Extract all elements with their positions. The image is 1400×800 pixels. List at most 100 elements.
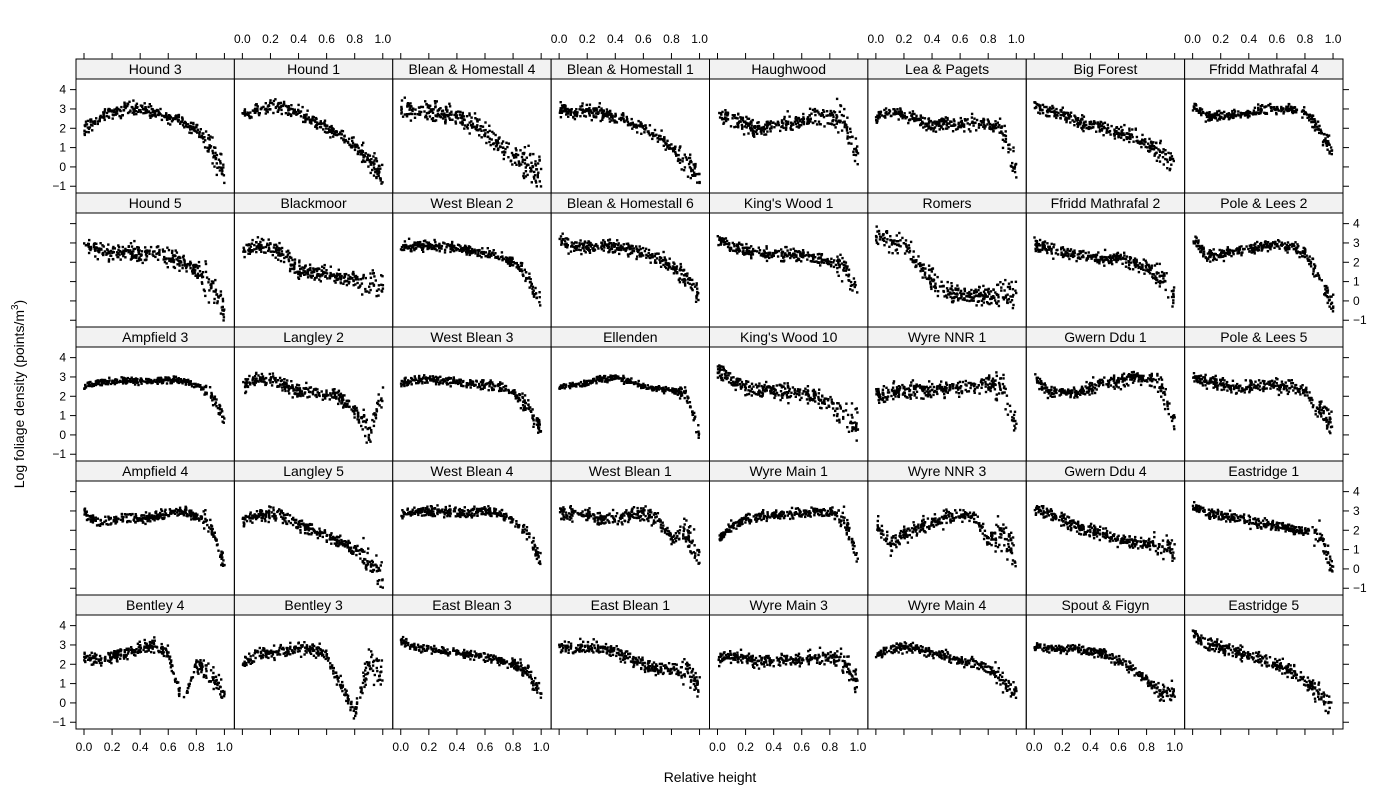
data-point: [1221, 112, 1224, 115]
data-point: [909, 240, 913, 244]
data-point: [1170, 155, 1174, 158]
data-point: [1168, 158, 1172, 161]
data-point: [1127, 260, 1130, 263]
data-point: [244, 113, 247, 116]
data-point: [579, 105, 582, 108]
data-point: [967, 128, 971, 131]
data-point: [659, 261, 662, 264]
data-point: [438, 242, 441, 246]
data-point: [619, 244, 623, 247]
data-point: [154, 255, 157, 259]
data-point: [507, 257, 510, 261]
data-point: [630, 117, 633, 121]
data-point: [148, 252, 151, 255]
data-point: [99, 242, 102, 245]
data-point: [982, 301, 985, 304]
data-point: [468, 253, 471, 257]
data-point: [832, 118, 835, 122]
data-point: [618, 117, 621, 120]
data-point: [582, 245, 585, 248]
data-point: [1095, 130, 1098, 133]
data-point: [930, 279, 934, 282]
data-point: [413, 116, 417, 119]
data-point: [883, 108, 886, 112]
data-point: [957, 287, 960, 290]
data-point: [512, 156, 516, 159]
data-point: [93, 242, 96, 245]
x-tick-label: 0.4: [607, 32, 624, 46]
data-point: [1007, 298, 1010, 301]
data-point: [287, 249, 290, 252]
data-point: [214, 288, 218, 291]
data-point: [193, 129, 197, 132]
data-point: [144, 250, 147, 253]
data-point: [1110, 124, 1113, 128]
data-point: [897, 240, 900, 243]
data-point: [149, 105, 153, 108]
data-point: [461, 111, 464, 115]
data-point: [333, 279, 336, 283]
data-point: [986, 302, 990, 305]
data-point: [975, 290, 979, 293]
data-point: [491, 130, 494, 134]
data-point: [1007, 151, 1010, 154]
data-point: [107, 243, 110, 246]
data-point: [308, 263, 312, 266]
data-point: [275, 251, 279, 254]
data-point: [379, 167, 382, 170]
data-point: [266, 110, 269, 114]
data-point: [601, 244, 604, 247]
data-point: [670, 143, 673, 146]
data-point: [896, 108, 899, 111]
data-point: [790, 121, 793, 124]
data-point: [1158, 282, 1162, 285]
data-point: [304, 265, 307, 268]
panel: Hound 10.0 0.2 0.4 0.6 0.8 1.0: [233, 32, 394, 194]
data-point: [95, 242, 98, 245]
data-point: [950, 285, 954, 288]
data-point: [146, 111, 149, 114]
data-point: [756, 132, 759, 135]
data-point: [136, 259, 139, 263]
data-point: [847, 273, 851, 276]
data-point: [128, 110, 131, 114]
data-point: [665, 266, 668, 270]
x-tick-label: 0.8: [1297, 32, 1314, 46]
data-point: [1113, 130, 1117, 134]
data-point: [662, 259, 665, 262]
data-point: [367, 165, 370, 168]
data-point: [466, 123, 470, 127]
data-point: [107, 258, 111, 261]
data-point: [843, 120, 846, 124]
data-point: [294, 271, 298, 274]
data-point: [178, 269, 181, 272]
data-point: [639, 121, 642, 124]
data-point: [178, 262, 181, 265]
data-point: [563, 105, 566, 109]
data-point: [304, 119, 307, 122]
data-point: [693, 167, 696, 170]
data-point: [201, 271, 205, 274]
data-point: [845, 123, 848, 127]
data-point: [630, 123, 633, 126]
data-point: [1050, 110, 1054, 113]
data-point: [90, 247, 93, 250]
data-point: [289, 114, 293, 118]
data-point: [799, 253, 803, 256]
data-point: [987, 119, 990, 123]
data-point: [507, 142, 510, 145]
data-point: [201, 276, 204, 279]
data-point: [643, 249, 647, 253]
data-point: [426, 244, 429, 247]
data-point: [117, 107, 120, 111]
data-point: [364, 290, 367, 293]
data-point: [121, 252, 124, 256]
data-point: [596, 111, 599, 114]
data-point: [482, 252, 486, 256]
data-point: [1253, 106, 1257, 109]
data-point: [522, 172, 526, 175]
panel-frame: [233, 78, 394, 194]
data-point: [759, 254, 763, 257]
data-point: [974, 121, 977, 124]
data-point: [645, 253, 648, 257]
